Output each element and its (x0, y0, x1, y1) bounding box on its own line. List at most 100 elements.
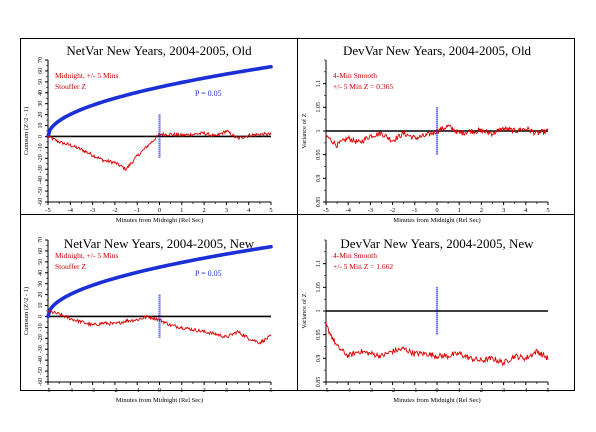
x-tick-label: 4 (247, 207, 251, 214)
x-tick-label: 4 (247, 387, 251, 394)
x-tick-label: -5 (323, 207, 328, 214)
chart-panel-1: NetVar New Years, 2004-2005, Old -5 -4 -3 -2… (23, 43, 273, 224)
y-axis-label: Variance of Z (301, 293, 308, 328)
x-tick-label: 0 (435, 207, 438, 214)
chart-title: DevVar New Years, 2004-2005, Old (343, 43, 532, 58)
y-tick-label: 60 (38, 248, 44, 254)
x-axis-label: Minutes from Midnight (Rel Sec) (116, 217, 203, 224)
y-axis-label: Variance of Z (301, 113, 308, 148)
y-tick-label: 1.1 (316, 80, 322, 88)
y-tick-label: 0.9 (316, 355, 322, 363)
y-tick-label: -10 (38, 323, 44, 331)
x-tick-label: -3 (368, 387, 373, 394)
y-tick-label: -60 (38, 378, 44, 386)
y-tick-label: -10 (38, 143, 44, 151)
y-tick-label: 20 (38, 292, 44, 298)
x-tick-label: 5 (269, 207, 272, 214)
y-tick-label: -30 (38, 165, 44, 173)
x-tick-label: 1 (458, 207, 461, 214)
x-tick-label: 5 (546, 207, 549, 214)
p-value-label: P = 0.05 (195, 269, 222, 278)
x-tick-label: 3 (225, 387, 228, 394)
annotation-text: Midnight, +/- 5 Mins (55, 251, 118, 260)
y-tick-label: 0 (38, 315, 44, 318)
x-tick-label: -4 (345, 207, 351, 214)
envelope-line (46, 64, 273, 139)
x-axis-label: Minutes from Midnight (Rel Sec) (393, 397, 480, 404)
y-tick-label: -60 (38, 198, 44, 206)
y-tick-label: 50 (38, 259, 44, 265)
x-tick-label: -3 (90, 387, 95, 394)
y-tick-label: 40 (38, 270, 44, 276)
p-value-label: P = 0.05 (195, 89, 222, 98)
x-tick-label: 3 (225, 207, 228, 214)
y-tick-label: 0.85 (316, 197, 322, 208)
chart-panel-3: NetVar New Years, 2004-2005, New -5 -4 -3 -2… (23, 236, 273, 404)
x-tick-label: 1 (458, 387, 461, 394)
x-tick-label: 5 (546, 387, 549, 394)
x-tick-label: -2 (390, 207, 395, 214)
x-tick-label: 2 (480, 207, 483, 214)
x-tick-label: -4 (68, 207, 74, 214)
x-tick-label: -3 (90, 207, 95, 214)
chart-panel-2: DevVar New Years, 2004-2005, Old -5 -4 -3 -2… (301, 43, 550, 224)
chart-title: NetVar New Years, 2004-2005, Old (66, 43, 252, 58)
y-tick-label: -20 (38, 334, 44, 342)
x-tick-label: 0 (158, 387, 161, 394)
y-tick-label: 40 (38, 90, 44, 96)
y-tick-label: 60 (38, 68, 44, 74)
x-axis-label: Minutes from Midnight (Rel Sec) (393, 217, 480, 224)
y-tick-label: 30 (38, 281, 44, 287)
x-tick-label: -1 (412, 387, 417, 394)
y-tick-label: 1 (316, 310, 322, 313)
y-tick-label: 70 (38, 237, 44, 243)
x-tick-label: -1 (134, 387, 139, 394)
y-tick-label: 10 (38, 123, 44, 129)
y-tick-label: 1.05 (316, 282, 322, 293)
chart-title: NetVar New Years, 2004-2005, New (64, 236, 255, 251)
y-tick-label: 1.1 (316, 260, 322, 268)
y-tick-label: 0.9 (316, 175, 322, 183)
y-tick-label: -40 (38, 356, 44, 364)
x-tick-label: -4 (345, 387, 351, 394)
y-tick-label: 10 (38, 303, 44, 309)
y-tick-label: -50 (38, 367, 44, 375)
x-tick-label: 3 (502, 207, 505, 214)
annotation-text: 4-Min Smooth (333, 251, 377, 260)
x-tick-label: 2 (202, 387, 205, 394)
y-tick-label: -30 (38, 345, 44, 353)
data-line (325, 322, 549, 367)
x-tick-label: -2 (112, 207, 117, 214)
y-tick-label: 20 (38, 112, 44, 118)
x-tick-label: 3 (502, 387, 505, 394)
y-tick-label: -50 (38, 187, 44, 195)
envelope-line (46, 244, 273, 319)
y-tick-label: 0 (38, 135, 44, 138)
x-tick-label: -4 (68, 387, 74, 394)
x-tick-label: 1 (180, 387, 183, 394)
x-tick-label: 2 (202, 207, 205, 214)
y-tick-label: 70 (38, 57, 44, 63)
x-tick-label: 5 (269, 387, 272, 394)
y-tick-label: -40 (38, 176, 44, 184)
y-tick-label: 1.05 (316, 102, 322, 113)
y-tick-label: 1 (316, 130, 322, 133)
annotation-text: Stouffer Z (55, 82, 86, 91)
x-axis-label: Minutes from Midnight (Rel Sec) (116, 397, 203, 404)
y-axis-label: Cumsum (Z^2 - 1) (23, 107, 30, 155)
x-tick-label: -2 (390, 387, 395, 394)
x-tick-label: -5 (45, 387, 50, 394)
data-line (325, 124, 549, 148)
x-tick-label: -3 (368, 207, 373, 214)
x-tick-label: 0 (435, 387, 438, 394)
y-tick-label: -20 (38, 154, 44, 162)
x-tick-label: -1 (134, 207, 139, 214)
x-tick-label: 1 (180, 207, 183, 214)
x-tick-label: 4 (524, 387, 528, 394)
y-tick-label: 50 (38, 79, 44, 85)
x-tick-label: -2 (112, 387, 117, 394)
y-tick-label: 0.85 (316, 377, 322, 388)
x-tick-label: 4 (524, 207, 528, 214)
